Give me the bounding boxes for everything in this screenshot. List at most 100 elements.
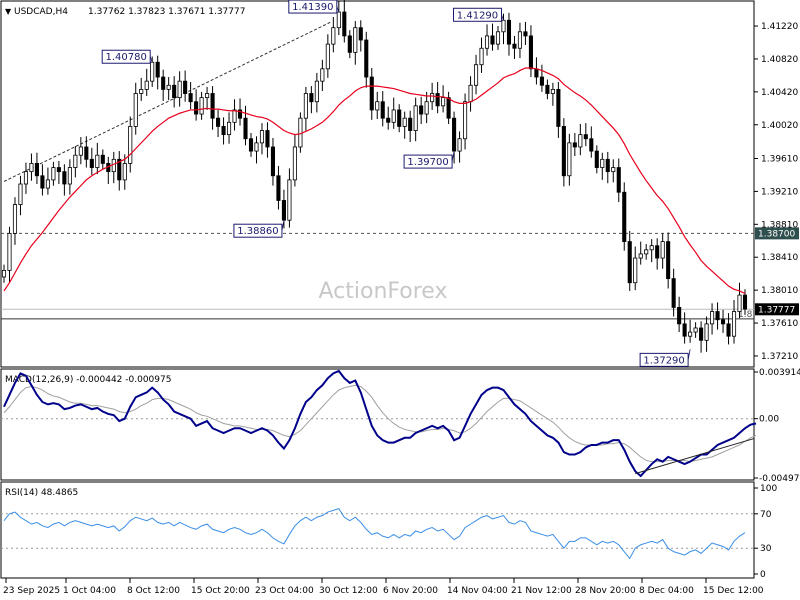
candle-body xyxy=(523,31,528,37)
candle-body xyxy=(446,97,451,119)
time-tick-label: 23 Oct 04:00 xyxy=(255,586,314,596)
candle-body xyxy=(682,323,687,337)
candle-body xyxy=(408,117,413,131)
candle-body xyxy=(622,191,627,242)
price-annotations: 1.40780 1.41390 1.41290 1.39700 1.38860 1.372… xyxy=(101,0,691,367)
ohlc-header: 1.37762 1.37823 1.37671 1.37777 xyxy=(88,7,245,17)
candle-body xyxy=(616,167,621,193)
candle-body xyxy=(704,323,709,341)
annotation-label: 1.41290 xyxy=(457,10,498,21)
candle-body xyxy=(594,150,599,168)
candle-body xyxy=(550,88,555,94)
candle-body xyxy=(172,84,177,99)
candle-body xyxy=(95,154,100,168)
candle-body xyxy=(731,311,737,337)
candle-body xyxy=(347,35,352,53)
candle-body xyxy=(254,142,259,152)
candle-body xyxy=(633,257,638,284)
candle-body xyxy=(183,80,188,94)
symbol-dropdown-icon[interactable]: ▼ xyxy=(5,7,12,16)
current-price-tag-label: 1.37777 xyxy=(758,305,795,315)
candle-body xyxy=(457,138,462,152)
rsi-tick-label: 70 xyxy=(760,510,772,520)
candle-body xyxy=(144,80,149,90)
candle-body xyxy=(111,158,116,173)
candle-body xyxy=(210,93,215,119)
candle-body xyxy=(578,134,583,148)
watermark: ActionForex xyxy=(319,279,448,304)
candle-body xyxy=(671,278,676,308)
candle-body xyxy=(67,167,72,185)
candle-body xyxy=(627,241,632,284)
candle-body xyxy=(528,35,533,70)
candle-body xyxy=(29,163,34,173)
candle-body xyxy=(331,27,336,45)
annotation-label: 1.40780 xyxy=(106,52,147,63)
candle-body xyxy=(726,323,731,337)
candle-body xyxy=(649,245,654,251)
candle-body xyxy=(463,101,468,140)
candle-body xyxy=(265,130,270,148)
trendlines xyxy=(3,21,332,182)
candle-body xyxy=(391,109,396,123)
candle-body xyxy=(479,47,484,66)
candle-body xyxy=(484,35,490,49)
candle-body xyxy=(155,61,160,78)
candle-body xyxy=(424,101,429,115)
candle-body xyxy=(660,241,665,259)
candle-body xyxy=(430,93,435,103)
current-price-tag xyxy=(755,303,799,316)
candle-body xyxy=(490,35,495,45)
candle-body xyxy=(380,101,385,119)
candle-body xyxy=(117,158,122,181)
annotation-box xyxy=(639,352,689,367)
price-tick-label: 1.38810 xyxy=(761,220,798,230)
candle-body xyxy=(699,327,704,341)
macd-axis: 0.003914 0.00 -0.00497 xyxy=(1,368,800,484)
rsi-tick-label: 100 xyxy=(760,484,777,494)
candle-body xyxy=(501,19,506,33)
candle-body xyxy=(248,138,254,152)
candle-body xyxy=(435,93,440,107)
candle-body xyxy=(161,76,166,90)
candle-body xyxy=(539,76,544,86)
macd-title: MACD(12,26,9) -0.000442 -0.000975 xyxy=(5,375,171,385)
candle-body xyxy=(194,101,199,115)
candle-body xyxy=(737,294,742,312)
annotation-label: 1.38860 xyxy=(237,226,278,237)
candle-body xyxy=(89,158,94,168)
candle-body xyxy=(1,269,7,278)
candle-body xyxy=(534,68,539,78)
candle-body xyxy=(298,117,303,148)
price-tick-label: 1.40820 xyxy=(761,55,798,65)
candle-body xyxy=(243,117,248,140)
macd-signal-line xyxy=(3,384,757,463)
time-tick-label: 15 Dec 12:00 xyxy=(703,586,764,596)
candle-body xyxy=(715,311,720,321)
time-tick-label: 28 Nov 20:00 xyxy=(575,586,636,596)
candle-body xyxy=(545,84,550,94)
candle-body xyxy=(589,138,594,152)
candle-body xyxy=(177,80,182,99)
candle-body xyxy=(128,126,133,164)
candle-body xyxy=(292,146,297,181)
candle-body xyxy=(561,126,566,177)
price-levels: 1.8 xyxy=(1,232,754,320)
candle-body xyxy=(325,43,330,70)
macd-tick-label: -0.00497 xyxy=(759,474,799,484)
candle-body xyxy=(512,43,517,49)
candle-body xyxy=(139,88,144,94)
candle-body xyxy=(386,117,391,123)
candle-body xyxy=(73,154,78,168)
candle-body xyxy=(7,232,12,271)
level-price-tag xyxy=(755,227,799,240)
candle-body xyxy=(358,27,363,41)
price-panel-frame xyxy=(0,0,755,368)
macd-main-line xyxy=(3,369,757,478)
candle-body xyxy=(342,11,347,37)
annotation-box xyxy=(101,49,151,64)
candle-body xyxy=(309,93,314,103)
candle-body xyxy=(413,105,418,131)
